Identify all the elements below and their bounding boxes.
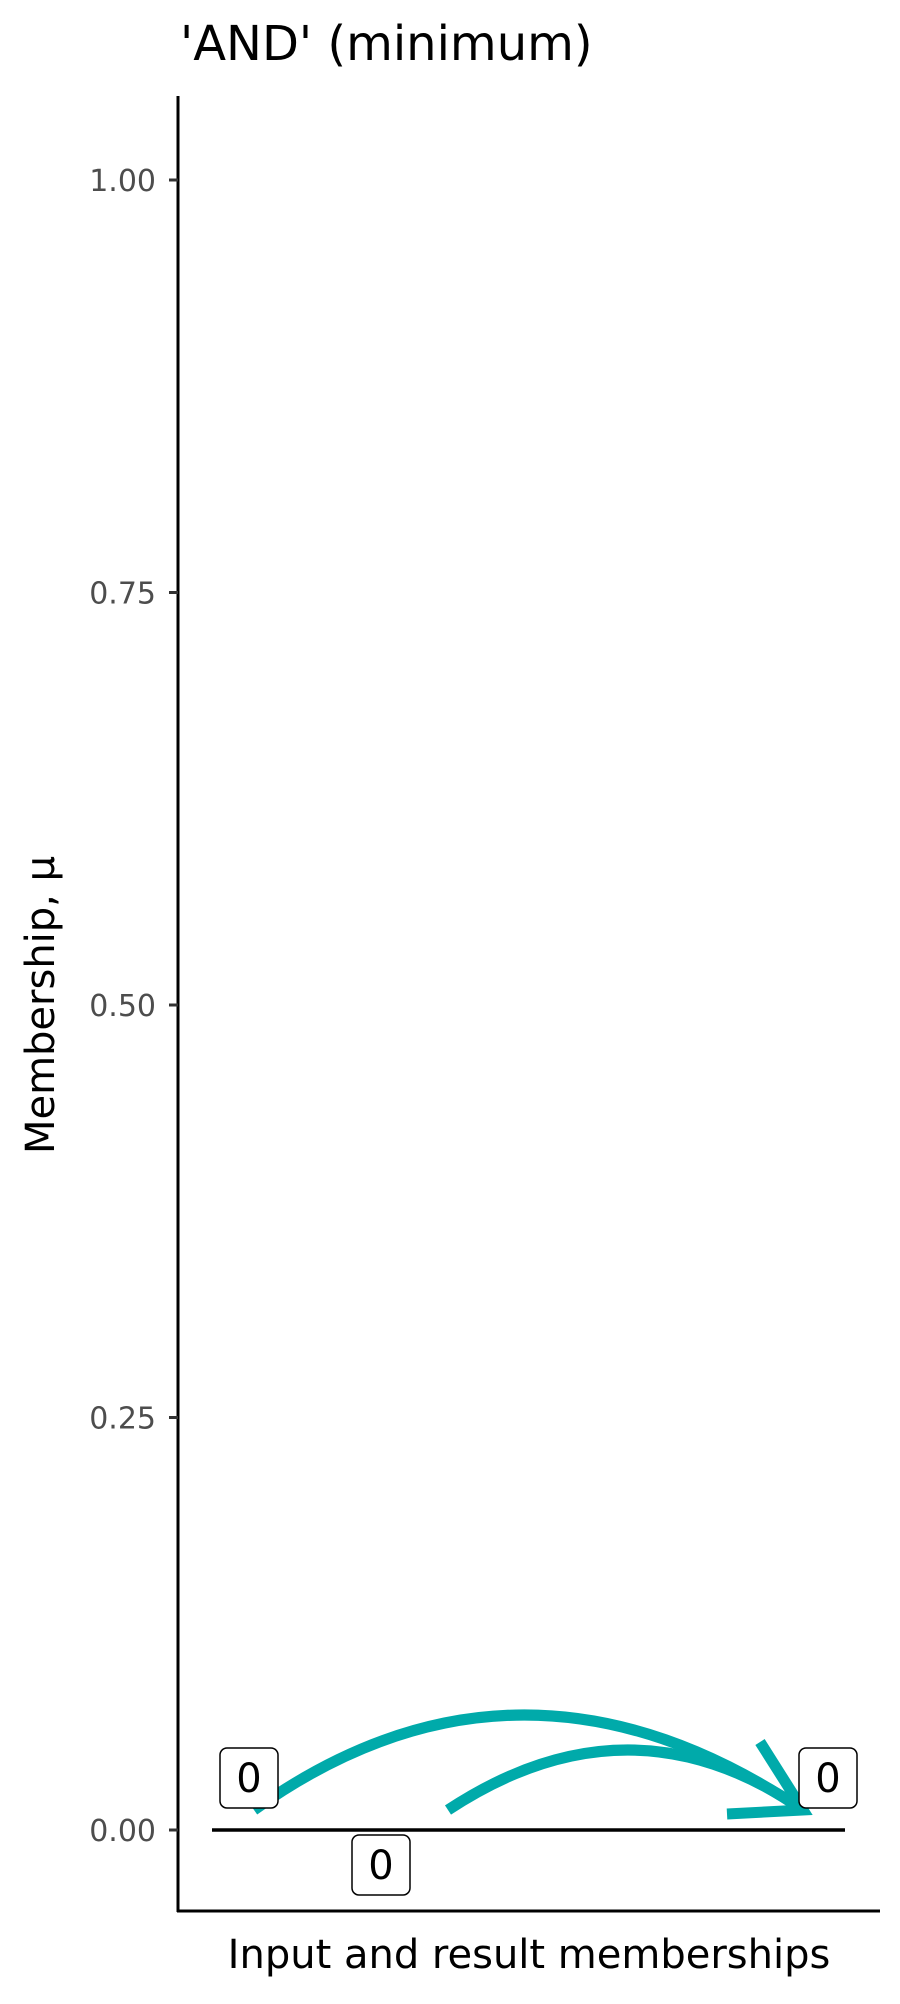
arrowhead <box>726 1739 813 1820</box>
arrow-input-2-to-result <box>444 1744 807 1815</box>
value-label-input: 0 <box>236 1756 261 1802</box>
value-label-box <box>351 1834 411 1896</box>
value-label-box <box>219 1747 279 1809</box>
value-label-input: 0 <box>368 1843 393 1889</box>
y-tick-label: 1.00 <box>89 164 156 199</box>
y-tick-label: 0.25 <box>89 1402 156 1437</box>
y-tick-label: 0.50 <box>89 989 156 1024</box>
y-tick-label: 0.75 <box>89 577 156 612</box>
y-tick-label: 0.00 <box>89 1814 156 1849</box>
chart-title: 'AND' (minimum) <box>180 16 593 72</box>
value-label-box <box>798 1747 858 1809</box>
y-axis-title: Membership, μ <box>18 856 64 1154</box>
value-label-result: 0 <box>815 1756 840 1802</box>
x-axis-title: Input and result memberships <box>228 1932 831 1978</box>
